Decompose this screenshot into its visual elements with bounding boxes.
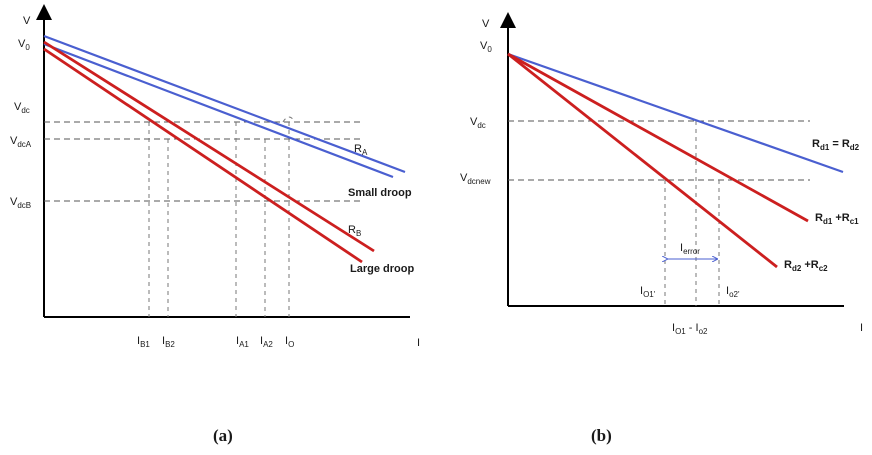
panel-b-v0-label: V0 (480, 40, 492, 54)
panel-b-io-difference-label: IO1 - Io2 (672, 322, 708, 336)
panel-a-ib1-label: IB1 (137, 335, 150, 349)
panel-b-caption: (b) (591, 426, 612, 445)
panel-b-io2-label: Io2' (726, 285, 740, 299)
panel-a-ib2-label: IB2 (162, 335, 175, 349)
panel-b-rd1-plus-rc1-label: Rd1 +Rc1 (815, 212, 859, 226)
panel-a-vdc-label: Vdc (14, 101, 30, 115)
panel-a-blue-line-upper (43, 34, 406, 174)
panel-b-vdcnew-label: Vdcnew (460, 172, 491, 186)
panel-b-ierror-label: Ierror (680, 242, 700, 256)
panel-a-ia1-label: IA1 (236, 335, 249, 349)
panel-a-io-tick (282, 116, 296, 123)
panel-a-i-label: I (417, 337, 420, 349)
panel-a-small-droop-label: Small droop (348, 187, 412, 199)
panel-b-rd2-plus-rc2-label: Rd2 +Rc2 (784, 259, 828, 273)
panel-b-blue-line (507, 52, 844, 174)
panel-a-red-line-upper (43, 40, 375, 253)
panel-a-v0-label: V0 (18, 38, 30, 52)
panel-a-blue-line-ra (43, 42, 394, 179)
panel-a-large-droop-label: Large droop (350, 263, 414, 275)
panel-b-io1-label: IO1' (640, 285, 656, 299)
panel-a-ra-label: RA (354, 143, 368, 157)
panel-a-v-label: V (23, 15, 31, 27)
panel-b-rd1-equals-rd2-label: Rd1 = Rd2 (812, 138, 860, 152)
panel-a-io-label: IO (285, 335, 294, 349)
panel-a: V I V0 Vdc VdcA VdcB IB1 IB2 IA1 IA2 IO … (10, 4, 420, 445)
panel-b: V I V0 Vdc Vdcnew IO1' Io2' IO1 - Io2 Ie… (460, 12, 863, 445)
panel-a-caption: (a) (213, 426, 233, 445)
panel-b-i-label: I (860, 322, 863, 334)
panel-a-vdca-label: VdcA (10, 135, 32, 149)
panel-a-rb-label: RB (348, 224, 361, 238)
panel-a-red-line-rb (43, 47, 363, 264)
panel-b-red-line-rd1 (507, 52, 809, 223)
panel-b-v-label: V (482, 18, 490, 30)
panel-b-vdc-label: Vdc (470, 116, 486, 130)
panel-b-red-line-rd2 (507, 52, 778, 269)
panel-a-ia2-label: IA2 (260, 335, 273, 349)
panel-a-vdcb-label: VdcB (10, 196, 31, 210)
